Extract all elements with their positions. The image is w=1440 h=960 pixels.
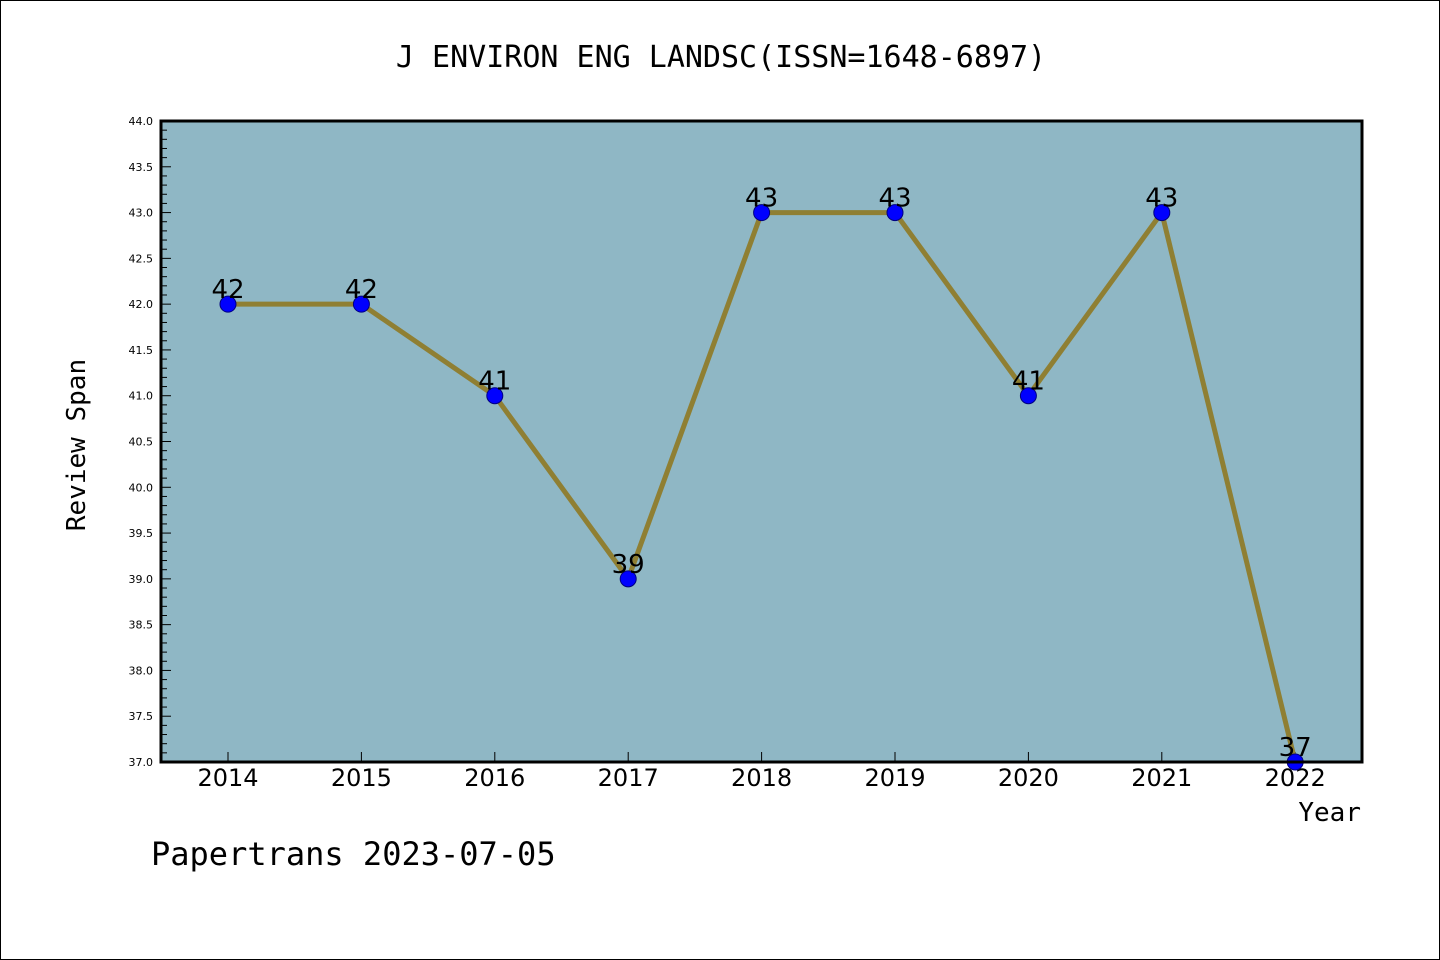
y-tick-label: 39.0 [129, 573, 154, 586]
data-label-2016: 41 [478, 367, 511, 397]
data-point-2018 [753, 204, 771, 222]
y-axis-label: Review Span [62, 359, 92, 531]
y-tick-label: 39.5 [129, 527, 154, 540]
y-tick-label: 41.5 [129, 344, 154, 357]
y-tick-label: 44.0 [129, 115, 154, 128]
data-point-2021 [1153, 204, 1171, 222]
y-tick-label: 37.0 [129, 756, 154, 769]
y-tick-label: 42.0 [129, 298, 154, 311]
y-tick-label: 43.0 [129, 207, 154, 220]
y-tick-label: 42.5 [129, 252, 154, 265]
y-tick-label: 40.0 [129, 481, 154, 494]
x-tick-label: 2020 [998, 764, 1059, 792]
y-tick-label: 38.5 [129, 619, 154, 632]
chart-title: J ENVIRON ENG LANDSC(ISSN=1648-6897) [396, 40, 1046, 75]
data-label-2018: 43 [745, 184, 778, 214]
y-axis: 37.0 37.5 38.0 38.5 39.0 39.5 40.0 40.5 41.0 41.5… [129, 115, 171, 769]
x-axis: 2014 2015 2016 2017 2018 2019 2020 2021 2022 [197, 752, 1326, 792]
data-label-2015: 42 [345, 275, 378, 305]
data-point-2014 [219, 295, 237, 313]
data-label-2014: 42 [211, 275, 244, 305]
data-point-2019 [886, 204, 904, 222]
y-tick-label: 38.0 [129, 664, 154, 677]
x-tick-label: 2019 [864, 764, 925, 792]
y-tick-label: 41.0 [129, 390, 154, 403]
data-label-2021: 43 [1145, 184, 1178, 214]
x-tick-label: 2016 [464, 764, 525, 792]
data-point-2020 [1019, 387, 1037, 405]
x-tick-label: 2015 [331, 764, 392, 792]
data-points [219, 204, 1304, 771]
y-tick-label: 40.5 [129, 436, 154, 449]
x-tick-label: 2014 [197, 764, 258, 792]
y-tick-label: 43.5 [129, 161, 154, 174]
data-point-2017 [619, 570, 637, 588]
data-label-2017: 39 [612, 550, 645, 580]
plot-area [161, 121, 1362, 762]
plot-frame [159, 119, 1364, 764]
footer-text: Papertrans 2023-07-05 [151, 835, 556, 873]
data-point-2016 [486, 387, 504, 405]
x-tick-label: 2017 [598, 764, 659, 792]
data-point-2015 [352, 295, 370, 313]
x-tick-label: 2018 [731, 764, 792, 792]
data-label-2019: 43 [878, 184, 911, 214]
data-label-2020: 41 [1012, 367, 1045, 397]
data-labels: 42 42 41 39 43 43 41 43 37 [211, 184, 1311, 763]
data-label-2022: 37 [1279, 733, 1312, 763]
y-tick-label: 37.5 [129, 710, 154, 723]
x-tick-label: 2021 [1131, 764, 1192, 792]
x-axis-label: Year [1298, 798, 1361, 828]
